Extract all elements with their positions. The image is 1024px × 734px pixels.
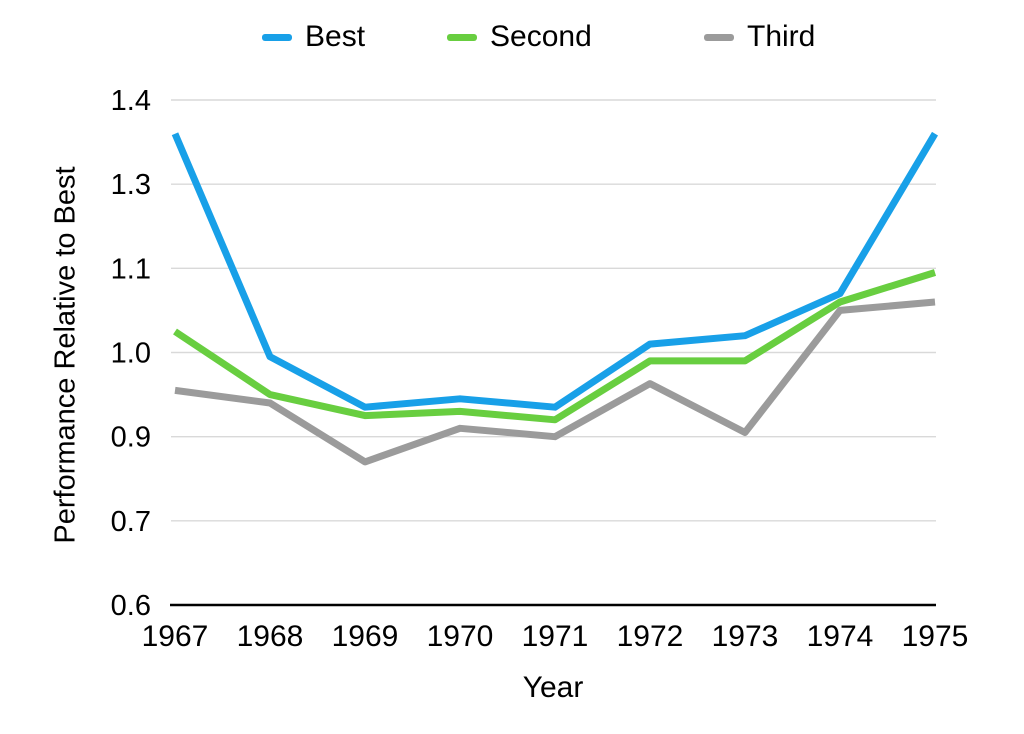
x-tick-label: 1968 bbox=[237, 620, 304, 653]
legend-item-second: Second bbox=[447, 20, 592, 54]
y-tick-label: 1.3 bbox=[111, 169, 151, 201]
x-tick-label: 1969 bbox=[332, 620, 399, 653]
x-tick-label: 1967 bbox=[142, 620, 209, 653]
legend-label-second: Second bbox=[490, 20, 592, 53]
line-third bbox=[174, 298, 936, 466]
x-tick-label: 1970 bbox=[427, 620, 494, 653]
legend-swatch-best bbox=[262, 33, 292, 41]
line-second bbox=[173, 269, 937, 424]
y-tick-label: 0.9 bbox=[111, 422, 151, 454]
y-tick-label: 0.6 bbox=[111, 590, 151, 622]
legend-swatch-third bbox=[704, 33, 734, 41]
x-tick-label: 1975 bbox=[902, 620, 969, 653]
legend-swatch-second bbox=[447, 33, 477, 41]
legend: Best Second Third bbox=[0, 0, 1024, 60]
x-tick-label: 1971 bbox=[522, 620, 589, 653]
y-tick-label: 1.1 bbox=[111, 253, 151, 285]
x-axis-title: Year bbox=[522, 671, 584, 704]
legend-label-third: Third bbox=[747, 20, 816, 53]
x-tick-label: 1974 bbox=[807, 620, 874, 653]
y-tick-label: 1.4 bbox=[111, 85, 151, 117]
legend-item-third: Third bbox=[704, 20, 815, 54]
y-tick-label: 1.0 bbox=[111, 338, 151, 370]
x-tick-label: 1973 bbox=[712, 620, 779, 653]
legend-item-best: Best bbox=[262, 20, 365, 54]
legend-label-best: Best bbox=[305, 20, 366, 53]
line-best bbox=[171, 131, 939, 411]
x-tick-label: 1972 bbox=[617, 620, 684, 653]
y-tick-label: 0.7 bbox=[111, 506, 151, 538]
